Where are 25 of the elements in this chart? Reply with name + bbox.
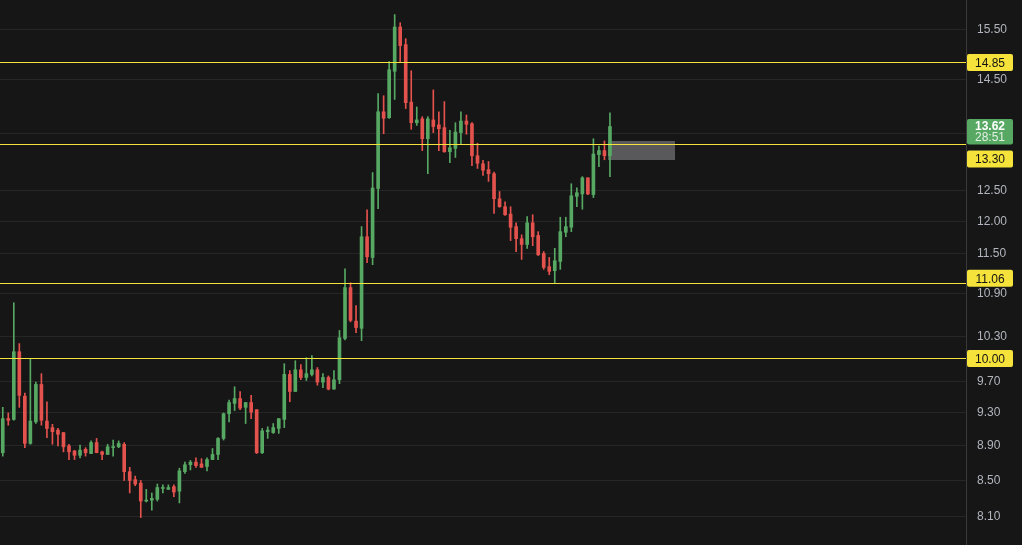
ref-line-label: 13.30 bbox=[974, 152, 1006, 167]
ref-line-label: 11.06 bbox=[975, 271, 1005, 286]
y-tick-label: 9.70 bbox=[977, 373, 1001, 388]
y-tick-label: 14.50 bbox=[977, 71, 1008, 86]
candlestick bbox=[414, 106, 419, 126]
ref-line-label: 14.85 bbox=[974, 55, 1006, 70]
candlestick bbox=[448, 130, 452, 163]
candlestick bbox=[437, 111, 441, 151]
candlestick bbox=[111, 439, 115, 457]
y-tick-label: 10.30 bbox=[977, 328, 1008, 343]
text: 28:51 bbox=[974, 129, 1006, 144]
y-tick-label: 11.50 bbox=[977, 245, 1007, 260]
y-tick-label: 12.00 bbox=[977, 213, 1008, 228]
y-tick-label: 12.50 bbox=[977, 183, 1008, 198]
y-tick-label: 8.50 bbox=[977, 472, 1001, 487]
candlestick bbox=[354, 305, 358, 333]
y-tick-label: 8.90 bbox=[977, 438, 1001, 453]
y-tick-label: 8.10 bbox=[977, 508, 1001, 523]
candlestick bbox=[597, 145, 601, 168]
y-tick-label: 15.50 bbox=[977, 21, 1008, 36]
y-tick-label: 9.30 bbox=[977, 405, 1001, 420]
ref-line-label: 10.00 bbox=[974, 351, 1006, 366]
candlestick bbox=[431, 89, 436, 133]
y-tick-label: 10.90 bbox=[977, 286, 1008, 301]
candlestick bbox=[45, 401, 49, 438]
